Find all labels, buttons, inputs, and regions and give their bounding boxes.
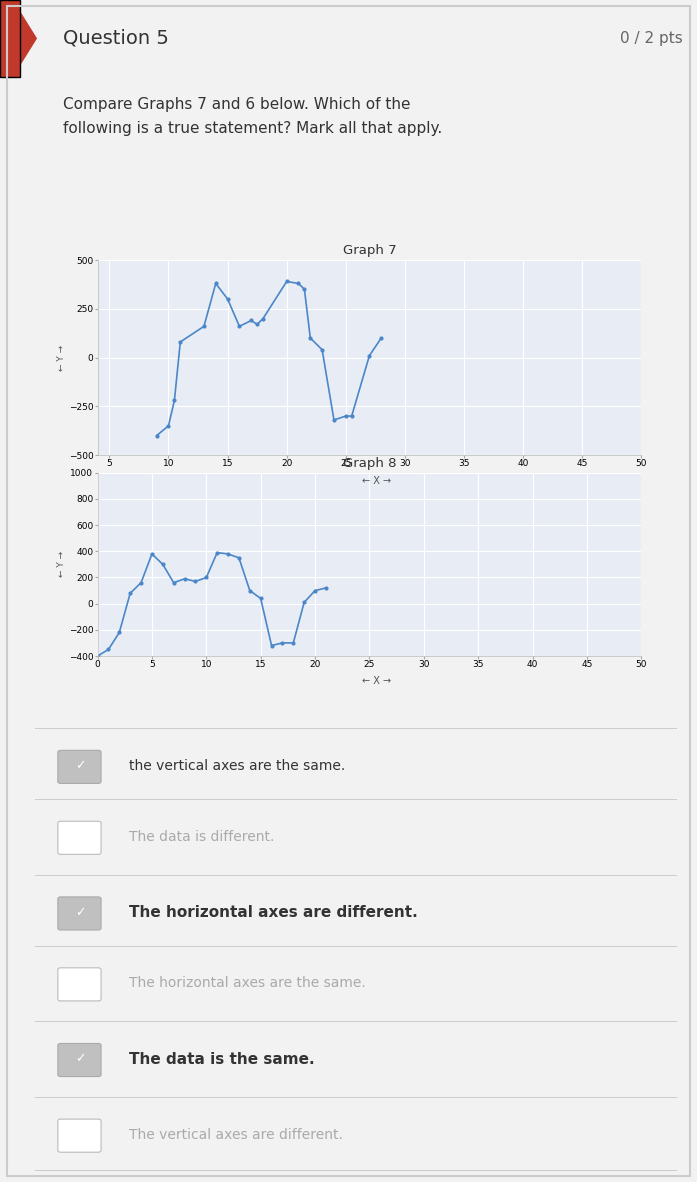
FancyBboxPatch shape <box>58 1044 101 1077</box>
Text: ✓: ✓ <box>75 1053 86 1065</box>
Text: The horizontal axes are different.: The horizontal axes are different. <box>129 905 418 920</box>
FancyBboxPatch shape <box>0 0 20 77</box>
Text: The horizontal axes are the same.: The horizontal axes are the same. <box>129 976 366 991</box>
FancyBboxPatch shape <box>58 1119 101 1152</box>
Text: The data is different.: The data is different. <box>129 830 275 844</box>
Text: ✓: ✓ <box>75 907 86 918</box>
Text: The data is the same.: The data is the same. <box>129 1052 314 1066</box>
Title: Graph 7: Graph 7 <box>343 245 396 258</box>
Text: ← X →: ← X → <box>362 476 391 486</box>
Text: t: t <box>7 33 13 44</box>
FancyBboxPatch shape <box>58 897 101 930</box>
Text: the vertical axes are the same.: the vertical axes are the same. <box>129 759 345 773</box>
Text: ✓: ✓ <box>75 760 86 772</box>
Text: Compare Graphs 7 and 6 below. Which of the
following is a true statement? Mark a: Compare Graphs 7 and 6 below. Which of t… <box>63 97 442 136</box>
FancyBboxPatch shape <box>58 821 101 855</box>
Title: Graph 8: Graph 8 <box>343 457 396 470</box>
Polygon shape <box>20 12 36 65</box>
Y-axis label: ← Y →: ← Y → <box>57 551 66 578</box>
Text: Question 5: Question 5 <box>63 28 169 48</box>
Y-axis label: ← Y →: ← Y → <box>57 344 66 371</box>
FancyBboxPatch shape <box>58 751 101 784</box>
Text: ← X →: ← X → <box>362 676 391 686</box>
Text: 0 / 2 pts: 0 / 2 pts <box>620 31 683 46</box>
Text: The vertical axes are different.: The vertical axes are different. <box>129 1128 343 1142</box>
FancyBboxPatch shape <box>58 968 101 1001</box>
